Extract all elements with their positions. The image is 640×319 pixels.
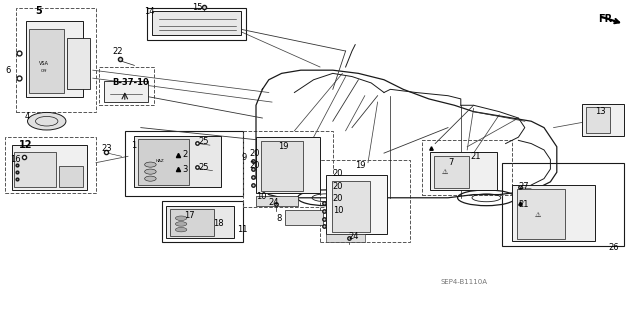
- Bar: [99, 67, 154, 105]
- Bar: [434, 156, 469, 188]
- Bar: [430, 152, 497, 190]
- Bar: [285, 210, 323, 225]
- Ellipse shape: [145, 176, 156, 181]
- Text: Off: Off: [40, 69, 47, 73]
- Text: 3: 3: [182, 165, 188, 174]
- Ellipse shape: [145, 162, 156, 167]
- Text: 14: 14: [144, 7, 154, 16]
- Bar: [512, 185, 595, 241]
- Text: 27: 27: [518, 182, 529, 191]
- Bar: [125, 131, 243, 196]
- Ellipse shape: [145, 169, 156, 174]
- Bar: [422, 140, 512, 195]
- Text: 23: 23: [101, 144, 112, 153]
- Text: 20: 20: [333, 182, 343, 191]
- Bar: [134, 136, 221, 187]
- Text: 19: 19: [278, 142, 289, 151]
- Ellipse shape: [28, 113, 66, 130]
- Text: 9: 9: [242, 153, 247, 162]
- Text: 13: 13: [595, 107, 606, 116]
- Text: 21: 21: [470, 152, 481, 161]
- Bar: [256, 137, 320, 193]
- Ellipse shape: [175, 222, 187, 226]
- Bar: [26, 21, 83, 97]
- Bar: [586, 107, 610, 133]
- Text: 21: 21: [518, 200, 529, 209]
- Text: 22: 22: [112, 47, 122, 56]
- Bar: [147, 8, 246, 40]
- Bar: [170, 209, 214, 236]
- Bar: [104, 81, 148, 102]
- Bar: [332, 181, 370, 232]
- Text: 20: 20: [333, 169, 343, 178]
- Text: FR.: FR.: [598, 14, 616, 24]
- Bar: [29, 29, 64, 93]
- Text: 20: 20: [250, 161, 260, 170]
- Text: 20: 20: [250, 149, 260, 158]
- Text: 12: 12: [19, 140, 33, 150]
- Bar: [326, 175, 387, 234]
- Bar: [138, 139, 189, 185]
- Text: ⚠: ⚠: [534, 212, 541, 218]
- Text: 18: 18: [213, 219, 224, 228]
- Bar: [256, 196, 298, 206]
- Text: 17: 17: [184, 211, 195, 220]
- Bar: [16, 8, 96, 112]
- Text: VSA: VSA: [38, 61, 49, 66]
- Ellipse shape: [175, 227, 187, 232]
- Text: 7: 7: [448, 158, 453, 167]
- Bar: [12, 145, 87, 190]
- Bar: [162, 201, 243, 242]
- Bar: [5, 137, 96, 193]
- Text: 4: 4: [24, 112, 29, 121]
- Text: 25: 25: [198, 137, 209, 146]
- Bar: [326, 234, 365, 242]
- Text: 10: 10: [333, 206, 343, 215]
- Bar: [517, 189, 565, 239]
- Text: 19: 19: [355, 161, 365, 170]
- Text: ⚠: ⚠: [442, 169, 448, 175]
- Text: HAZ: HAZ: [156, 159, 164, 163]
- Bar: [59, 166, 83, 187]
- Bar: [261, 141, 303, 191]
- Bar: [67, 38, 90, 89]
- Ellipse shape: [175, 216, 187, 220]
- Text: 10: 10: [256, 192, 266, 201]
- Text: 24: 24: [269, 198, 279, 207]
- Text: 1: 1: [131, 141, 136, 150]
- Text: 24: 24: [349, 232, 359, 241]
- Text: 15: 15: [192, 4, 202, 12]
- Text: 6: 6: [5, 66, 10, 75]
- Text: 25: 25: [198, 163, 209, 172]
- Text: 20: 20: [333, 194, 343, 203]
- Bar: [152, 11, 241, 35]
- Text: 8: 8: [276, 214, 282, 223]
- Text: 5: 5: [35, 6, 42, 16]
- Bar: [166, 206, 234, 238]
- Text: 16: 16: [10, 155, 20, 164]
- Bar: [320, 160, 410, 242]
- Text: 2: 2: [182, 150, 188, 159]
- Text: 26: 26: [608, 243, 619, 252]
- Bar: [502, 163, 624, 246]
- Text: 11: 11: [237, 225, 247, 234]
- Text: SEP4-B1110A: SEP4-B1110A: [440, 279, 488, 285]
- Bar: [582, 104, 624, 136]
- Bar: [14, 152, 56, 187]
- Text: B-37-10: B-37-10: [112, 78, 148, 87]
- Bar: [243, 131, 333, 207]
